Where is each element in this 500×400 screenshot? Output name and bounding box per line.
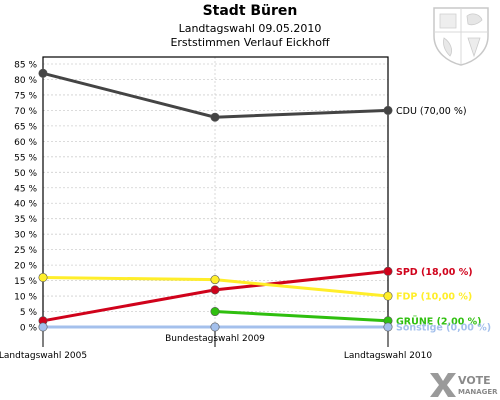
y-tick-label: 40 % xyxy=(14,200,37,210)
series-end-label: SPD (18,00 %) xyxy=(396,267,473,278)
y-tick-label: 35 % xyxy=(14,215,37,225)
y-tick-label: 75 % xyxy=(14,91,37,101)
data-point xyxy=(210,275,220,285)
y-tick-label: 80 % xyxy=(14,76,37,86)
y-tick-label: 60 % xyxy=(14,138,37,148)
y-tick-label: 5 % xyxy=(20,308,38,318)
y-tick-label: 10 % xyxy=(14,293,37,303)
series-points xyxy=(38,68,393,332)
page-title: Stadt Büren xyxy=(202,3,298,19)
series-end-label: CDU (70,00 %) xyxy=(396,106,467,117)
votemanager-logo: VOTE MANAGER xyxy=(430,373,498,397)
y-tick-label: 50 % xyxy=(14,169,37,179)
chart-axes xyxy=(42,56,389,347)
series-end-labels: CDU (70,00 %) SPD (18,00 %) FDP (10,00 %) G… xyxy=(396,106,491,334)
coat-of-arms-icon xyxy=(433,7,489,66)
y-tick-label: 45 % xyxy=(14,184,37,194)
x-tick-label: Bundestagswahl 2009 xyxy=(165,334,265,344)
x-tick-label: Landtagswahl 2010 xyxy=(344,351,433,361)
data-point xyxy=(38,272,48,282)
data-point xyxy=(383,291,393,301)
y-tick-label: 30 % xyxy=(14,231,37,241)
y-tick-label: 70 % xyxy=(14,107,37,117)
data-point xyxy=(210,307,220,317)
data-point xyxy=(210,112,220,122)
data-point xyxy=(210,285,220,295)
series-end-label: GRÜNE (2,00 %) xyxy=(396,316,482,327)
chart-subtitle: Erststimmen Verlauf Eickhoff xyxy=(170,36,330,49)
x-tick-label: Landtagswahl 2005 xyxy=(0,351,87,361)
y-axis-tick-labels: 0 % 5 % 10 % 15 % 20 % 25 % 30 % 35 % 40 % 45 % 50… xyxy=(14,61,37,334)
x-axis-tick-labels: Landtagswahl 2005 Bundestagswahl 2009 Land… xyxy=(0,334,432,361)
data-point xyxy=(383,105,393,115)
data-point xyxy=(383,266,393,276)
data-point xyxy=(383,322,393,332)
logo-word-vote: VOTE xyxy=(458,374,491,387)
logo-word-manager: MANAGER xyxy=(458,388,498,396)
y-tick-label: 20 % xyxy=(14,262,37,272)
page-subtitle: Landtagswahl 09.05.2010 xyxy=(178,22,322,35)
series-end-label: FDP (10,00 %) xyxy=(396,292,472,303)
data-point xyxy=(210,322,220,332)
y-tick-label: 25 % xyxy=(14,246,37,256)
y-tick-label: 15 % xyxy=(14,277,37,287)
y-tick-label: 55 % xyxy=(14,153,37,163)
data-point xyxy=(38,68,48,78)
data-point xyxy=(38,322,48,332)
y-tick-label: 65 % xyxy=(14,122,37,132)
checkmark-x-icon xyxy=(430,373,456,397)
y-tick-label: 85 % xyxy=(14,61,37,71)
series-line xyxy=(214,310,389,323)
y-tick-label: 0 % xyxy=(20,324,38,334)
series-end-label: Sonstige (0,00 %) xyxy=(396,323,491,334)
